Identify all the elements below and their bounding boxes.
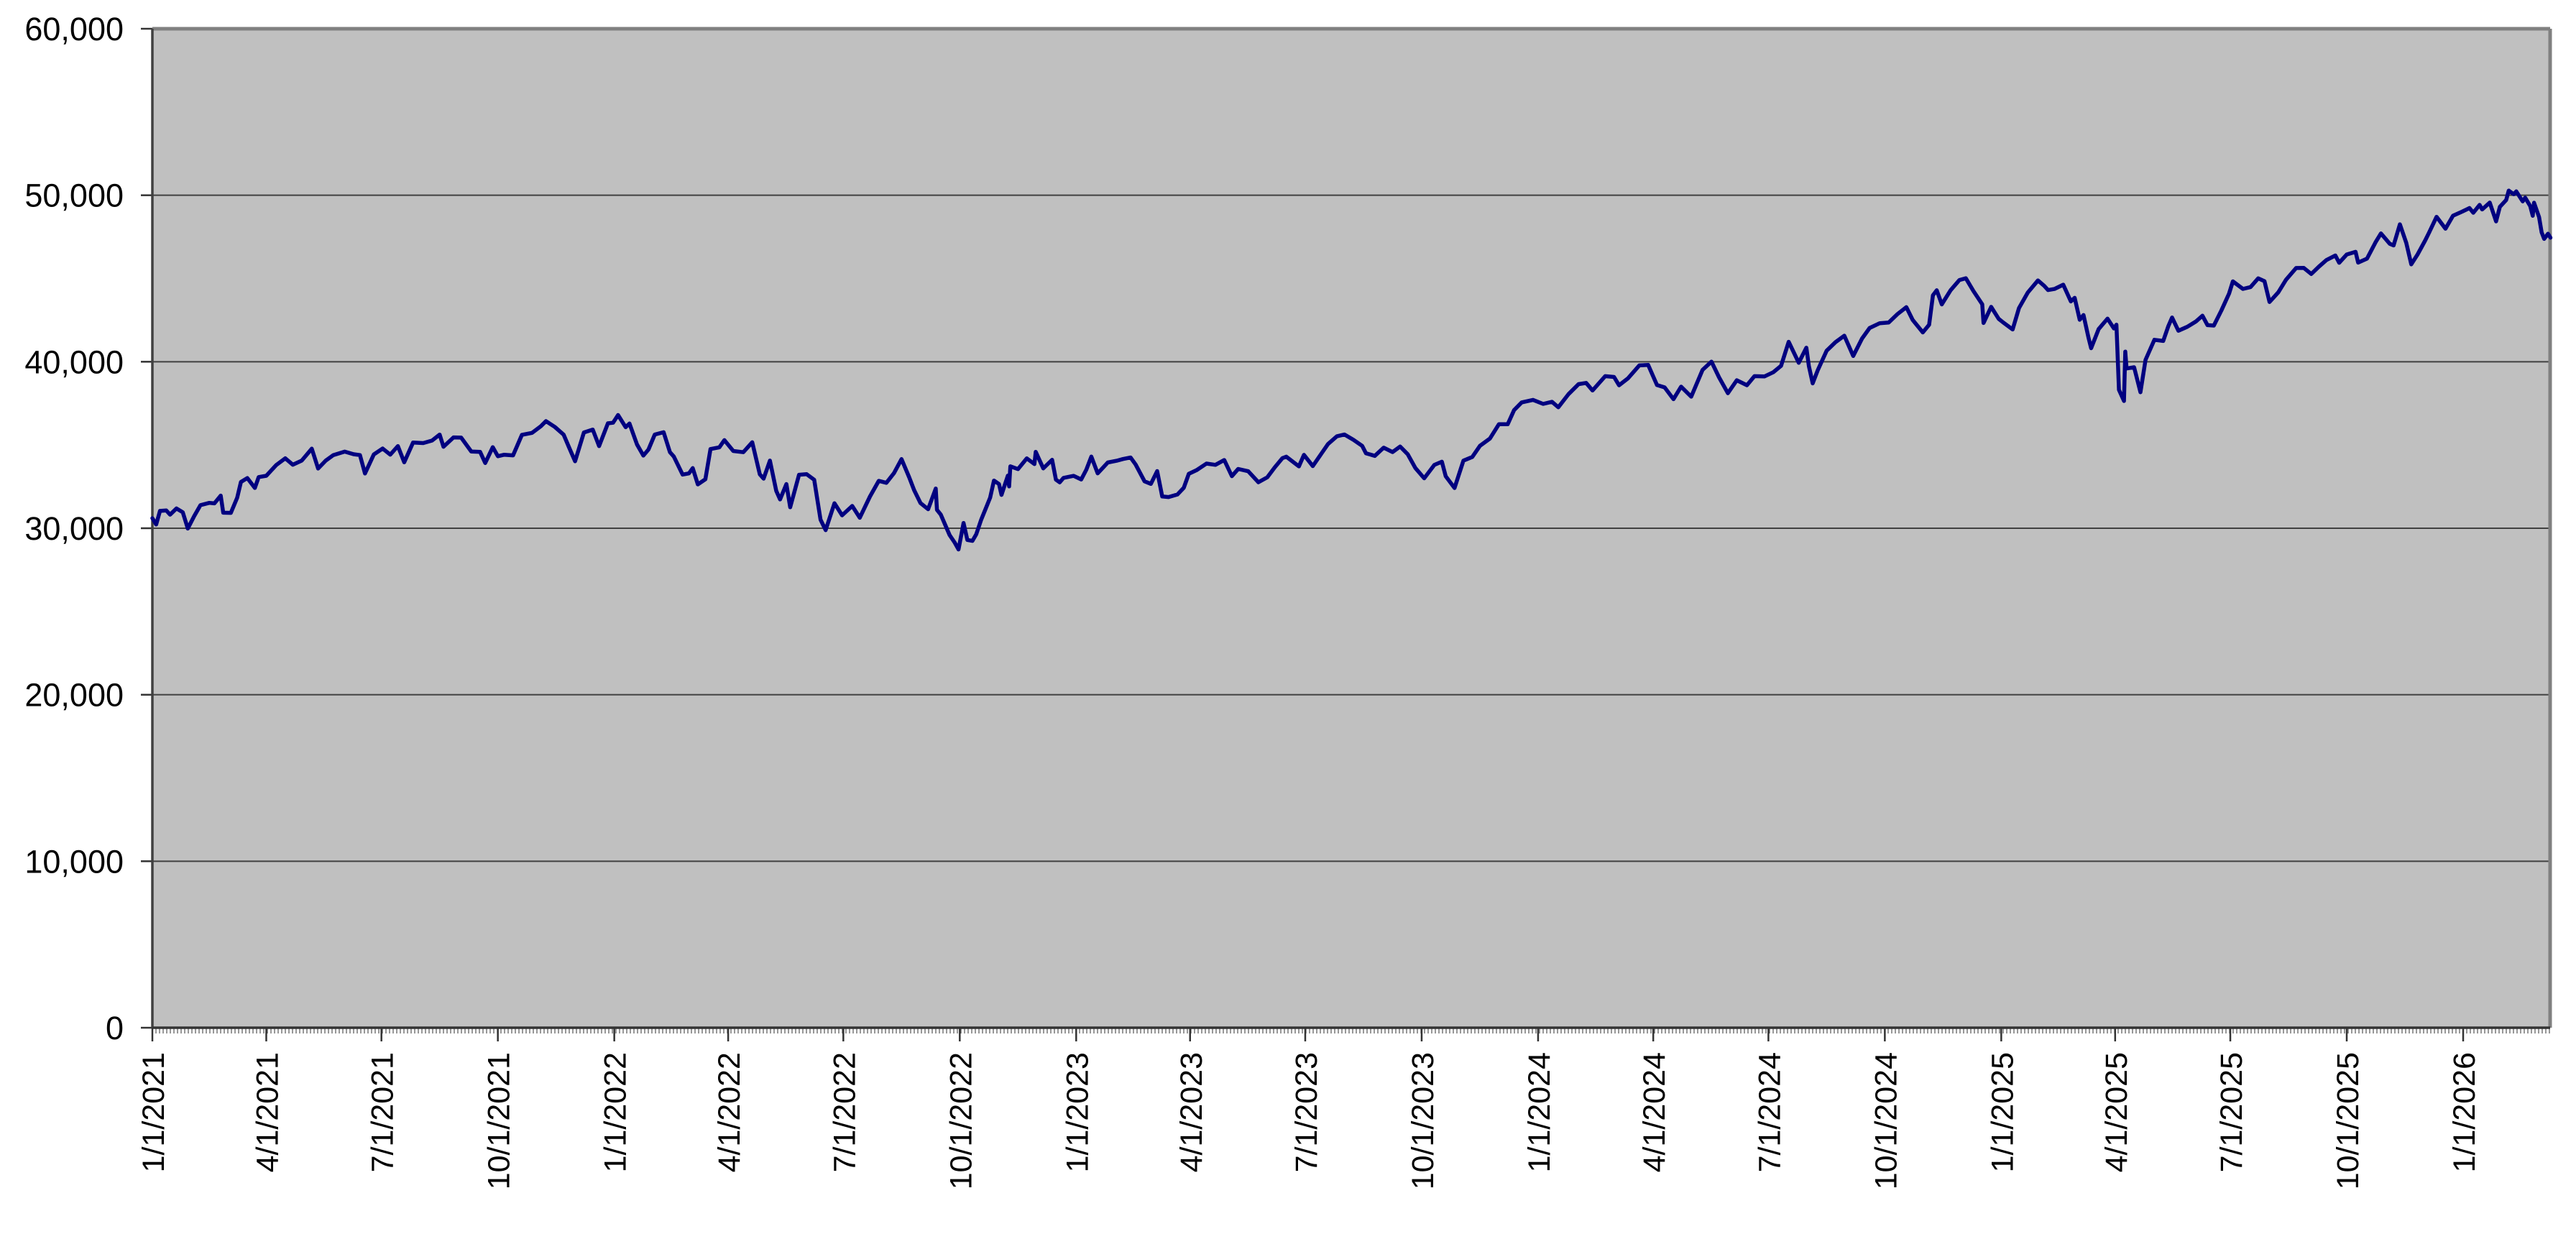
plot-border	[151, 27, 2552, 1029]
x-axis-tick-label: 4/1/2021	[250, 1052, 285, 1172]
x-axis-tick-label: 10/1/2025	[2331, 1052, 2365, 1189]
x-axis-tick-label: 1/1/2023	[1060, 1052, 1095, 1172]
y-axis-tick-label: 60,000	[24, 11, 124, 47]
x-axis-tick-label: 7/1/2024	[1752, 1052, 1787, 1172]
x-axis-tick-label: 1/1/2024	[1522, 1052, 1557, 1172]
x-axis-tick-label: 7/1/2023	[1289, 1052, 1324, 1172]
y-axis-tick-label: 30,000	[24, 510, 124, 547]
data-series-line	[150, 188, 2553, 552]
horizontal-gridlines	[152, 194, 2550, 862]
x-axis-tick-labels: 1/1/2021 4/1/2021 7/1/2021 10/1/2021 1/1/202…	[137, 1052, 2482, 1189]
x-axis-tick-label: 7/1/2022	[827, 1052, 862, 1172]
x-axis-tick-label: 10/1/2021	[482, 1052, 517, 1189]
y-axis-tick-label: 50,000	[24, 178, 124, 214]
y-axis-tick-labels: 60,000 50,000 40,000 30,000 20,000 10,000 0	[24, 11, 124, 1046]
x-axis-tick-label: 10/1/2024	[1869, 1052, 1903, 1189]
x-axis-tick-label: 4/1/2025	[2099, 1052, 2134, 1172]
x-axis-tick-label: 4/1/2024	[1637, 1052, 1672, 1172]
x-axis-tick-label: 10/1/2023	[1406, 1052, 1440, 1189]
x-axis-tick-label: 4/1/2023	[1174, 1052, 1209, 1172]
x-axis-tick-label: 10/1/2022	[944, 1052, 978, 1189]
x-axis-tick-label: 4/1/2022	[712, 1052, 747, 1172]
y-axis-tick-label: 10,000	[24, 843, 124, 880]
y-axis-tick-label: 20,000	[24, 677, 124, 714]
x-axis-tick-label: 1/1/2021	[137, 1052, 171, 1172]
x-axis-tick-label: 1/1/2025	[1985, 1052, 2020, 1172]
axis-ticks	[141, 27, 2465, 1041]
x-axis-tick-label: 7/1/2025	[2214, 1052, 2249, 1172]
x-axis-tick-label: 1/1/2026	[2447, 1052, 2482, 1172]
y-axis-tick-label: 40,000	[24, 344, 124, 380]
series-polyline	[150, 188, 2553, 552]
x-axis-tick-label: 7/1/2021	[366, 1052, 400, 1172]
y-axis-tick-label: 0	[106, 1010, 124, 1046]
x-axis-tick-label: 1/1/2022	[599, 1052, 633, 1172]
